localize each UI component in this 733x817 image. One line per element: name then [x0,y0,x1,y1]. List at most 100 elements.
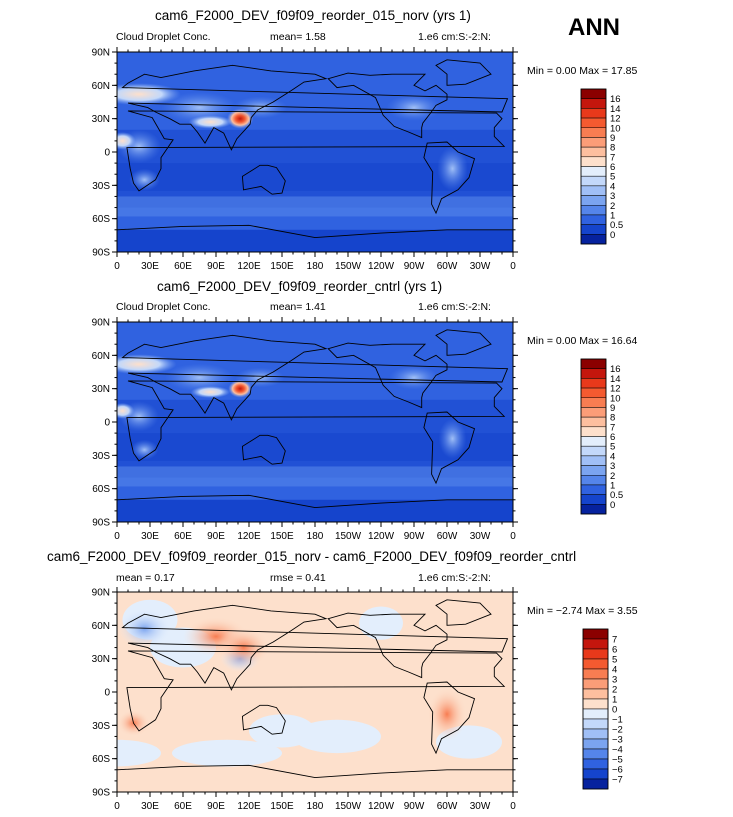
coastline [435,59,492,86]
field-blob [249,714,315,748]
ocean-band [117,196,513,217]
x-tick-label: 150E [270,531,294,542]
colorbar-swatch [580,166,607,177]
y-tick-label: 30N [92,384,110,395]
colorbar-label: 9 [610,133,615,144]
field-blob [389,365,439,390]
colorbar-label: 5 [612,655,617,666]
colorbar-swatch [580,98,607,109]
coastline [241,434,286,465]
y-tick-label: 30N [92,114,110,125]
colorbar-label: 0 [610,230,615,241]
colorbar-swatch [580,436,607,447]
colorbar-swatch [582,758,609,770]
colorbar-label: 14 [610,374,621,385]
colorbar-swatch [580,185,607,196]
y-tick-label: 60S [92,214,110,225]
coastline [423,411,476,485]
x-tick-label: 150W [335,531,362,542]
colorbar-label: 10 [610,393,621,404]
colorbar-swatch [582,628,609,640]
panel-2-minmax: Min = 0.00 Max = 16.64 [527,335,638,347]
colorbar-label: 7 [612,635,617,646]
colorbar-label: 4 [612,665,617,676]
colorbar-label: 12 [610,384,621,395]
x-tick-label: 180 [307,261,324,272]
y-tick-label: 30N [92,654,110,665]
ocean-band [117,229,513,252]
y-tick-label: 0 [104,688,110,699]
colorbar-swatch [580,195,607,206]
colorbar-swatch [580,117,607,128]
colorbar-label: −7 [612,775,623,786]
y-tick-label: 60S [92,754,110,765]
coastline [117,224,513,239]
x-tick-label: 90E [207,801,225,812]
x-tick-label: 120W [368,531,395,542]
x-tick-label: 30W [470,531,491,542]
x-tick-label: 60E [174,531,192,542]
x-tick-label: 90W [404,261,425,272]
field-blob [359,606,403,640]
field-blob [293,719,381,754]
x-tick-label: 30W [470,261,491,272]
field-layer [117,52,513,252]
ocean-band [117,466,513,487]
field-blob [217,627,270,668]
x-tick-label: 30E [141,261,159,272]
x-tick-label: 30E [141,801,159,812]
colorbar-swatch [580,358,607,369]
colorbar-label: 3 [610,191,615,202]
x-tick-label: 120W [368,801,395,812]
colorbar-label: 14 [610,104,621,115]
colorbar-swatch [580,416,607,428]
x-tick-label: 30W [470,801,491,812]
colorbar-label: 16 [610,94,621,105]
y-tick-label: 90N [92,588,110,599]
field-blob [117,354,177,375]
field-blob [117,132,136,150]
x-tick-label: 120E [237,531,261,542]
field-blob [232,96,288,119]
colorbar-swatch [580,146,607,158]
field-blob [117,739,161,767]
colorbar-swatch [580,426,607,437]
colorbar-label: 4 [610,451,615,462]
field-blob [386,94,442,121]
colorbar-swatch [582,648,609,660]
colorbar-swatch [582,748,609,760]
field-layer [117,322,513,522]
field-blob [161,92,238,124]
map-panel-1: 0 30E 60E 90E 120E 150E 180 150W 120W 90W 60W 30W 09… [92,47,623,272]
colorbar-label: 6 [612,645,617,656]
coastline [117,764,513,779]
x-tick-label: 0 [510,801,516,812]
panel-2-mean: mean= 1.41 [270,301,326,313]
x-tick-label: 60E [174,801,192,812]
y-tick-label: 30S [92,721,110,732]
colorbar-swatch [582,738,609,750]
colorbar-label: 8 [610,413,615,424]
colorbar-swatch [582,688,609,700]
colorbar-label: 7 [610,422,615,433]
colorbar-label: 12 [610,114,621,125]
colorbar-swatch [580,494,607,505]
coastline [126,110,506,192]
y-tick-label: 0 [104,148,110,159]
map-panel-3: 0 30E 60E 90E 120E 150E 180 150W 120W 90W 60W 30W 09… [92,587,623,812]
panel-1-minmax: Min = 0.00 Max = 17.85 [527,65,638,77]
field-blob [438,418,467,459]
coastline [241,704,286,735]
coastline [327,342,448,409]
field-blob [190,386,231,398]
x-tick-label: 90E [207,261,225,272]
y-tick-label: 30S [92,181,110,192]
panel-3-title: cam6_F2000_DEV_f09f09_reorder_015_norv -… [47,549,577,564]
x-tick-label: 180 [307,531,324,542]
colorbar-swatch [582,778,609,790]
x-tick-label: 0 [114,531,120,542]
panel-1-field-label: Cloud Droplet Conc. [116,31,211,43]
colorbar-label: 4 [610,181,615,192]
coastline [126,650,506,732]
colorbar-label: 7 [610,152,615,163]
